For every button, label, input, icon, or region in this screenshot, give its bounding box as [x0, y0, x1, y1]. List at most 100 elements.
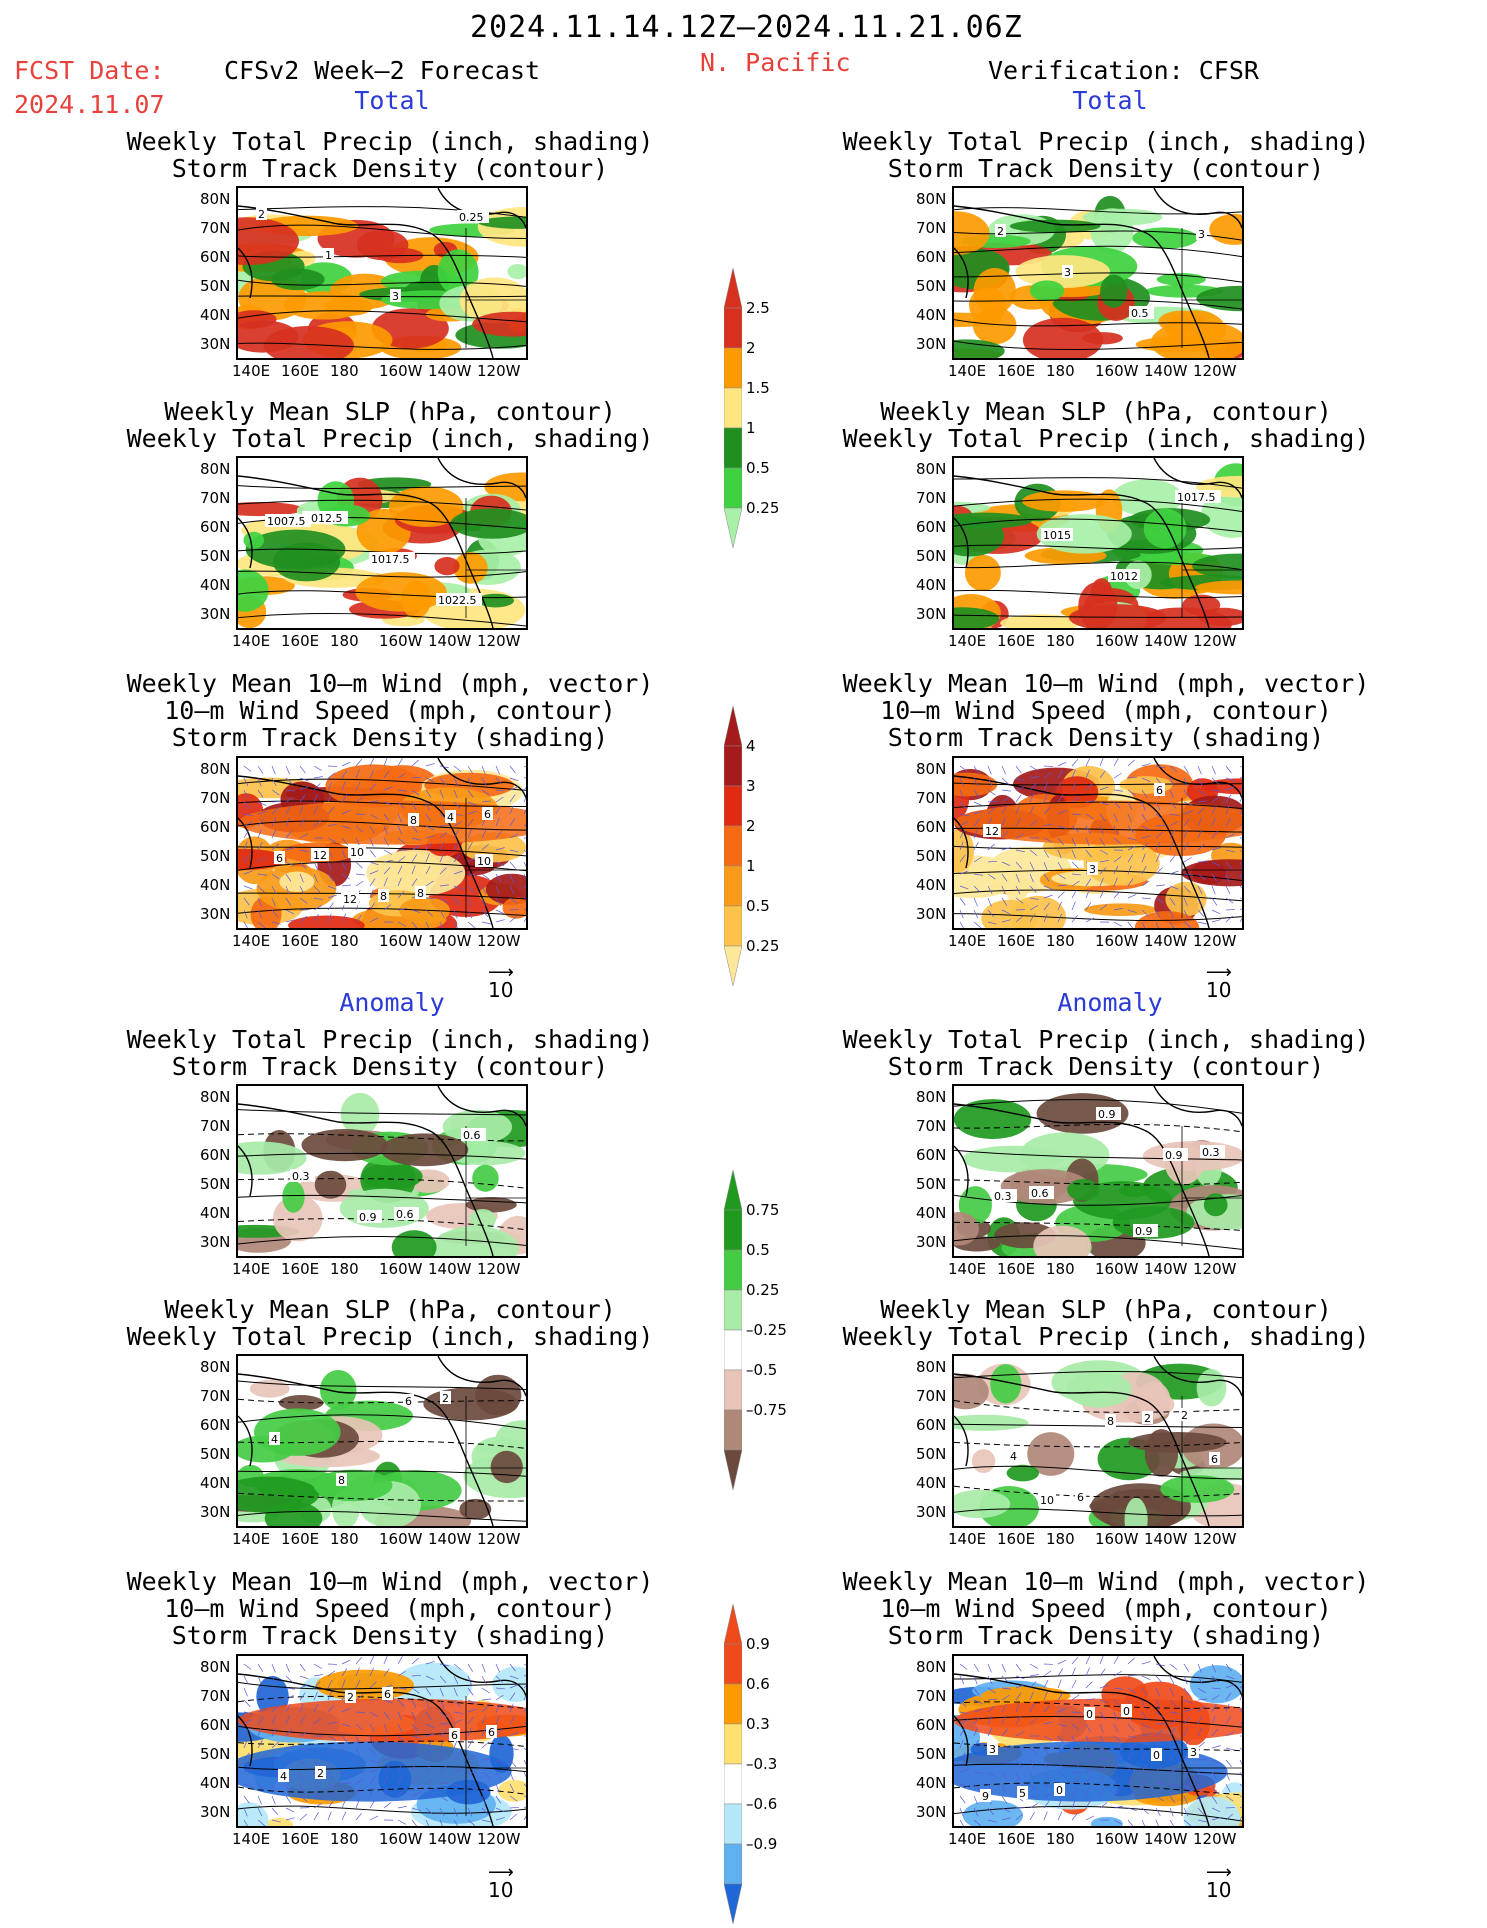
contour-label: 8	[338, 1474, 345, 1487]
colorbar-cap	[724, 1170, 742, 1210]
wind-vector	[244, 1700, 250, 1707]
lon-tick-label: 120W	[477, 932, 520, 950]
lat-tick-label: 40N	[200, 1474, 230, 1492]
lon-tick-label: 160W	[379, 632, 422, 650]
wind-vector	[1226, 1760, 1232, 1767]
wind-vector	[426, 763, 435, 766]
wind-vector	[398, 758, 402, 766]
wind-vector	[524, 766, 526, 770]
wind-vector	[1128, 760, 1135, 766]
lon-tick-label: 140E	[948, 362, 986, 380]
wind-vector	[1114, 922, 1122, 926]
lat-tick-label: 70N	[916, 1387, 946, 1405]
contour-label: 3	[1190, 1746, 1197, 1759]
wind-vector	[1030, 1675, 1039, 1676]
colorbar-segment	[724, 468, 742, 508]
wind-vector	[1030, 766, 1038, 771]
wind-vector	[342, 1812, 346, 1820]
wind-vector	[1226, 909, 1235, 910]
wind-vector	[524, 1803, 526, 1808]
shading-region	[301, 1129, 387, 1161]
lat-tick-label: 60N	[916, 1146, 946, 1164]
colorbar-segment	[724, 1764, 742, 1804]
wind-vector	[1072, 902, 1075, 910]
lat-tick-label: 50N	[916, 1445, 946, 1463]
lat-tick-label: 40N	[200, 1204, 230, 1222]
wind-vector	[988, 844, 995, 850]
contour-label: 6	[1211, 1453, 1218, 1466]
wind-vector	[1086, 1682, 1092, 1688]
contour-label: 0.3	[994, 1190, 1012, 1203]
lat-tick-label: 70N	[200, 219, 230, 237]
title-v3: Weekly Mean 10–m Wind (mph, vector)10–m …	[756, 670, 1456, 751]
wind-vector	[314, 1812, 319, 1820]
wind-vector	[272, 1808, 278, 1815]
colorbar-tick-label: 0.25	[746, 1281, 779, 1299]
wind-vector	[1072, 1668, 1075, 1676]
colorbar-storm_total	[724, 706, 742, 990]
wind-vector	[482, 1664, 485, 1672]
wind-vector	[1016, 795, 1021, 802]
wind-vector	[244, 830, 249, 838]
lat-tick-label: 40N	[200, 306, 230, 324]
colorbar-tick-label: 2	[746, 339, 756, 357]
colorbar-tick-label: –0.9	[746, 1835, 777, 1853]
contour-label: 2	[1144, 1412, 1151, 1425]
lon-tick-label: 180	[1046, 1530, 1075, 1548]
colorbar-precip_total	[724, 268, 742, 552]
wind-vector	[258, 1796, 262, 1804]
model-title: CFSv2 Week–2 Forecast	[224, 56, 540, 85]
wind-vector	[1226, 766, 1232, 773]
wind-vector	[1240, 914, 1242, 922]
wind-vector	[300, 1814, 307, 1820]
wind-vector	[272, 1664, 275, 1672]
lon-tick-label: 160W	[1095, 1530, 1138, 1548]
contour-label: 3	[989, 1743, 996, 1756]
lon-tick-label: 140W	[1144, 932, 1187, 950]
wind-vector	[314, 777, 323, 778]
wind-vector	[272, 766, 275, 774]
vector-ref-value: 10	[1206, 978, 1232, 1002]
title-line: Weekly Total Precip (inch, shading)	[756, 425, 1456, 452]
wind-vector	[244, 1796, 249, 1803]
lon-tick-label: 140E	[948, 932, 986, 950]
lat-tick-label: 40N	[916, 1204, 946, 1222]
wind-vector	[974, 802, 982, 806]
shading-region	[271, 269, 324, 291]
wind-vector	[1114, 773, 1122, 778]
colorbar-tick-label: 0.25	[746, 937, 779, 955]
lon-tick-label: 160E	[997, 1530, 1035, 1548]
wind-vector	[1128, 894, 1136, 898]
wind-vector	[244, 1664, 251, 1670]
shading-region	[1007, 1465, 1039, 1482]
shading-region	[963, 1800, 1023, 1826]
lat-tick-label: 60N	[916, 518, 946, 536]
wind-vector	[258, 1664, 263, 1672]
shading-region	[954, 1415, 1029, 1431]
wind-vector	[1226, 886, 1230, 894]
title-f5: Weekly Mean SLP (hPa, contour)Weekly Tot…	[40, 1296, 740, 1350]
wind-vector	[468, 922, 475, 928]
colorbar-tick-label: 1.5	[746, 379, 770, 397]
lat-tick-label: 70N	[200, 1387, 230, 1405]
colorbar-tick-label: 0.5	[746, 459, 770, 477]
title-line: Storm Track Density (contour)	[756, 155, 1456, 182]
title-line: Weekly Total Precip (inch, shading)	[756, 1026, 1456, 1053]
colorbar-tick-label: 0.5	[746, 897, 770, 915]
title-v4: Weekly Total Precip (inch, shading)Storm…	[756, 1026, 1456, 1080]
contour-label: 12	[313, 849, 327, 862]
wind-vector	[384, 850, 392, 854]
title-line: Weekly Total Precip (inch, shading)	[40, 1026, 740, 1053]
vector-ref-value: 10	[488, 978, 514, 1002]
title-line: Weekly Mean 10–m Wind (mph, vector)	[40, 1568, 740, 1595]
wind-vector	[524, 776, 526, 778]
lat-tick-label: 80N	[916, 1658, 946, 1676]
lon-tick-label: 160E	[997, 1830, 1035, 1848]
colorbar-segment	[724, 746, 742, 786]
wind-vector	[370, 1816, 378, 1820]
colorbar-segment	[724, 1724, 742, 1764]
lat-tick-label: 30N	[200, 1233, 230, 1251]
